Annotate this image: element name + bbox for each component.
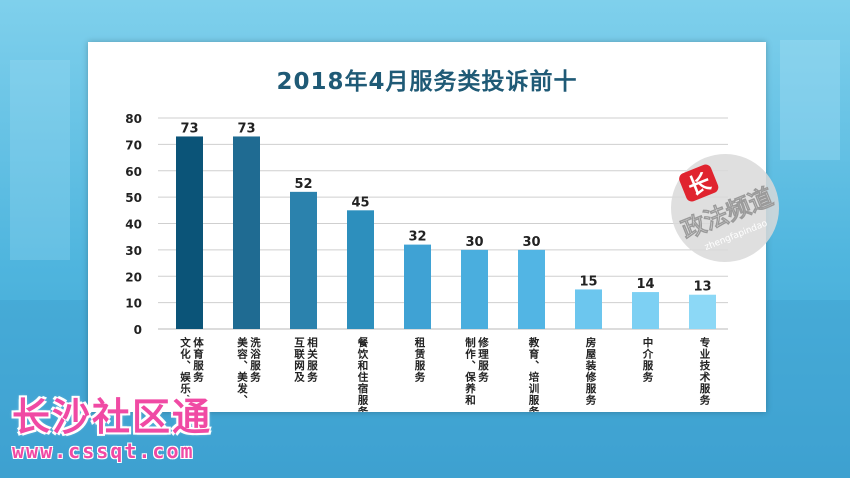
category-label: 互联网及 xyxy=(293,337,305,383)
bar xyxy=(575,289,602,329)
bar xyxy=(404,244,431,329)
category-label: 中介服务 xyxy=(642,336,654,383)
y-tick-label: 60 xyxy=(125,165,142,179)
chart-panel: 2018年4月服务类投诉前十 0 10 20 30 40 50 60 70 80 73 体育服务 文化… xyxy=(88,42,779,412)
y-tick-label: 20 xyxy=(125,270,142,284)
category-label: 相关服务 xyxy=(306,336,318,383)
bar xyxy=(518,249,545,329)
channel-logo-stamp: 长 政法频道 zhengfapindao xyxy=(671,154,779,262)
y-tick-label: 40 xyxy=(125,218,142,232)
bar xyxy=(347,210,374,329)
category-label: 修理服务 xyxy=(477,336,489,383)
bar-value-label: 32 xyxy=(408,230,426,245)
category-label: 租赁服务 xyxy=(414,336,426,383)
chart-title: 2018年4月服务类投诉前十 xyxy=(276,69,578,95)
bar-value-label: 73 xyxy=(237,121,255,136)
watermark-url: www.cssqt.com xyxy=(12,439,195,463)
watermark-title: 长沙社区通 xyxy=(12,395,213,439)
bar-value-label: 45 xyxy=(351,195,369,210)
category-label: 教育、培训服务 xyxy=(528,336,540,412)
y-tick-label: 30 xyxy=(125,244,142,258)
site-watermark: 长沙社区通 www.cssqt.com xyxy=(12,395,212,463)
bar xyxy=(461,249,488,329)
bar xyxy=(176,136,203,329)
category-label: 制作、保养和 xyxy=(464,336,476,406)
bar-value-label: 30 xyxy=(522,235,540,250)
y-tick-label: 80 xyxy=(125,112,142,126)
bar-value-label: 30 xyxy=(465,235,483,250)
bar-value-label: 14 xyxy=(636,277,654,292)
category-label: 餐饮和住宿服务 xyxy=(357,336,369,412)
bar xyxy=(290,191,317,329)
bar-value-label: 73 xyxy=(180,121,198,136)
bar-value-label: 52 xyxy=(294,177,312,192)
category-label: 房屋装修服务 xyxy=(585,336,597,406)
y-tick-label: 70 xyxy=(125,138,142,152)
y-tick-label: 50 xyxy=(125,191,142,205)
y-tick-label: 10 xyxy=(125,297,142,311)
bar xyxy=(233,136,260,329)
bar xyxy=(632,292,659,329)
bar xyxy=(689,294,716,329)
category-label: 美容、美发、 xyxy=(236,336,248,406)
bar-value-label: 13 xyxy=(693,280,711,295)
y-tick-label: 0 xyxy=(134,323,142,337)
category-label: 专业技术服务 xyxy=(699,336,711,406)
category-label: 体育服务 xyxy=(192,336,204,383)
bar-value-label: 15 xyxy=(579,274,597,289)
category-label: 文化、娱乐、 xyxy=(179,336,191,406)
category-label: 洗浴服务 xyxy=(249,336,261,383)
